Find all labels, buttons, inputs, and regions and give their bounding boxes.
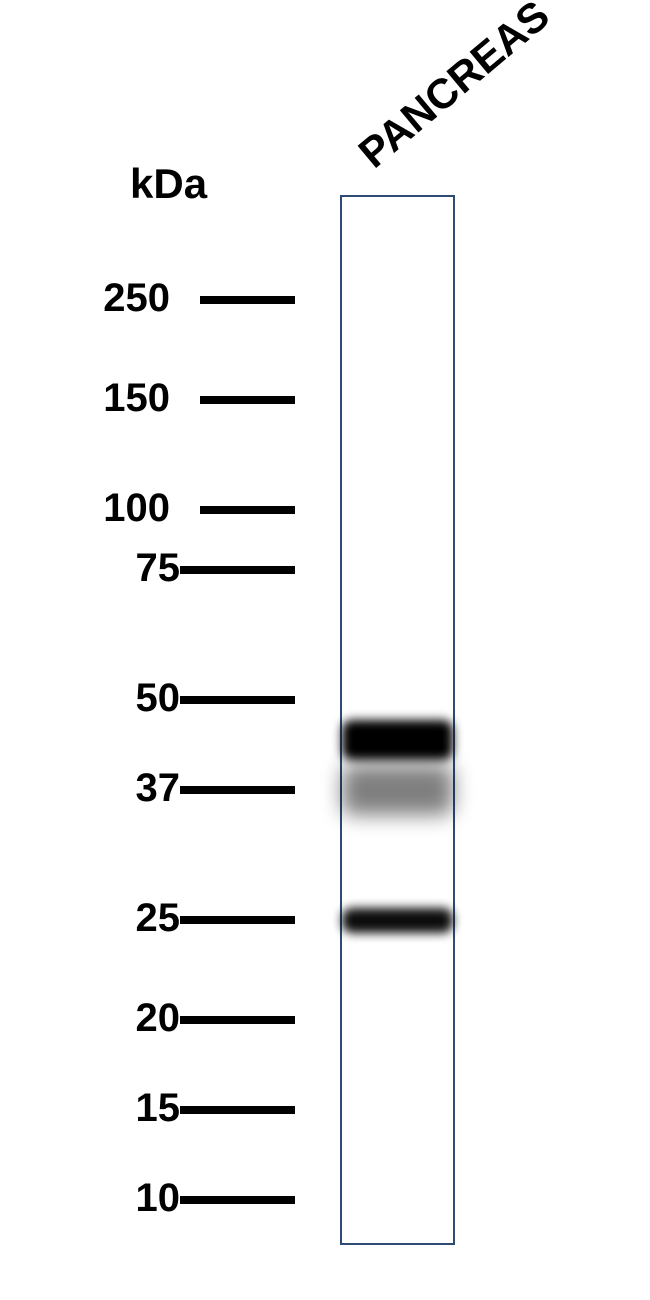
marker-label-37: 37 bbox=[110, 766, 180, 811]
marker-tick-15 bbox=[180, 1106, 295, 1114]
band-strong bbox=[342, 720, 453, 760]
marker-label-10: 10 bbox=[110, 1176, 180, 1221]
band-medium bbox=[342, 908, 453, 933]
marker-label-75: 75 bbox=[110, 546, 180, 591]
marker-label-15: 15 bbox=[110, 1086, 180, 1131]
marker-tick-10 bbox=[180, 1196, 295, 1204]
marker-tick-37 bbox=[180, 786, 295, 794]
blot-container: kDa PANCREAS 250 150 100 75 50 37 25 20 15 10 bbox=[0, 0, 650, 1300]
marker-label-20: 20 bbox=[110, 996, 180, 1041]
lane-label: PANCREAS bbox=[350, 0, 559, 177]
marker-label-150: 150 bbox=[100, 376, 170, 421]
marker-label-100: 100 bbox=[100, 486, 170, 531]
marker-label-250: 250 bbox=[100, 276, 170, 321]
marker-tick-20 bbox=[180, 1016, 295, 1024]
marker-label-50: 50 bbox=[110, 676, 180, 721]
marker-tick-75 bbox=[180, 566, 295, 574]
marker-tick-50 bbox=[180, 696, 295, 704]
band-smear_below_strong bbox=[342, 765, 453, 815]
marker-label-25: 25 bbox=[110, 896, 180, 941]
marker-tick-100 bbox=[200, 506, 295, 514]
marker-tick-250 bbox=[200, 296, 295, 304]
unit-label: kDa bbox=[130, 160, 207, 208]
marker-tick-150 bbox=[200, 396, 295, 404]
marker-tick-25 bbox=[180, 916, 295, 924]
